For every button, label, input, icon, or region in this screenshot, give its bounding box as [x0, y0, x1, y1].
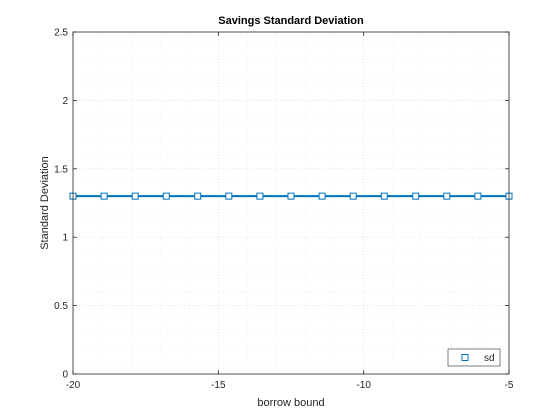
x-tick-label: -5	[505, 380, 514, 391]
data-point-marker	[225, 192, 233, 200]
legend-box	[447, 348, 501, 367]
data-point-marker	[100, 192, 108, 200]
data-point-marker	[162, 192, 170, 200]
ticks: -20 -15 -10 -5 0 0.5 1 1.5 2 2.5	[54, 28, 514, 392]
x-tick-label: -15	[211, 380, 226, 391]
data-point-marker	[287, 192, 295, 200]
y-tick-label: 0	[62, 370, 68, 381]
y-tick-label: 1.5	[54, 164, 68, 175]
data-point-marker	[412, 192, 420, 200]
x-tick-label: -10	[356, 380, 371, 391]
data-point-marker	[474, 192, 482, 200]
y-tick-label: 2.5	[54, 28, 68, 39]
data-point-marker	[194, 192, 202, 200]
legend-label-sd: sd	[484, 353, 495, 364]
legend-marker-square	[461, 354, 469, 361]
data-point-marker	[443, 192, 451, 200]
y-tick-label: 0.5	[54, 301, 68, 312]
legend: sd	[447, 348, 501, 367]
series-layer	[69, 192, 513, 200]
plot-frame	[72, 31, 510, 375]
y-tick-label: 1	[62, 233, 68, 244]
data-point-marker	[131, 192, 139, 200]
x-tick-label: -20	[66, 380, 81, 391]
y-axis-label: Standard Deviation	[39, 156, 51, 250]
data-point-marker	[349, 192, 357, 200]
plot-area	[73, 32, 509, 374]
y-tick-label: 2	[62, 96, 68, 107]
data-point-marker	[380, 192, 388, 200]
data-point-marker	[318, 192, 326, 200]
data-point-marker	[256, 192, 264, 200]
chart-title: Savings Standard Deviation	[218, 15, 364, 27]
x-axis-label: borrow bound	[257, 397, 324, 409]
